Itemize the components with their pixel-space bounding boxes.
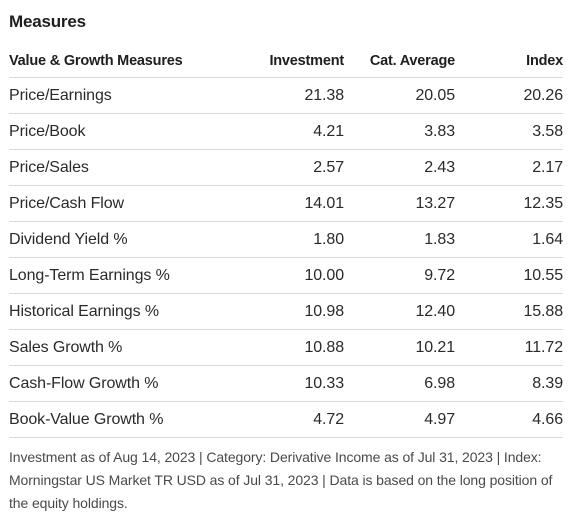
measures-table: Value & Growth Measures Investment Cat. … (9, 44, 563, 438)
table-row: Dividend Yield % 1.80 1.83 1.64 (9, 222, 563, 258)
investment-value: 1.80 (313, 230, 344, 248)
row-label: Sales Growth % (9, 338, 123, 356)
investment-value: 10.00 (304, 266, 344, 284)
table-row: Long-Term Earnings % 10.00 9.72 10.55 (9, 258, 563, 294)
investment-value: 14.01 (304, 194, 344, 212)
row-label: Historical Earnings % (9, 302, 159, 320)
investment-value: 21.38 (304, 86, 344, 104)
table-row: Price/Earnings 21.38 20.05 20.26 (9, 78, 563, 114)
cat-average-value: 6.98 (424, 374, 455, 392)
header-cat-average: Cat. Average (369, 52, 455, 69)
investment-value: 10.33 (304, 374, 344, 392)
cat-average-value: 10.21 (415, 338, 455, 356)
cat-average-value: 13.27 (415, 194, 455, 212)
table-row: Cash-Flow Growth % 10.33 6.98 8.39 (9, 366, 563, 402)
cat-average-value: 4.97 (424, 410, 455, 428)
cat-average-value: 3.83 (424, 122, 455, 140)
row-label: Long-Term Earnings % (9, 266, 170, 284)
index-value: 2.17 (532, 158, 563, 176)
table-row: Book-Value Growth % 4.72 4.97 4.66 (9, 402, 563, 438)
header-investment: Investment (269, 52, 344, 69)
index-value: 12.35 (523, 194, 563, 212)
investment-value: 10.88 (304, 338, 344, 356)
cat-average-value: 20.05 (415, 86, 455, 104)
investment-value: 4.21 (313, 122, 344, 140)
table-row: Price/Sales 2.57 2.43 2.17 (9, 150, 563, 186)
table-row: Historical Earnings % 10.98 12.40 15.88 (9, 294, 563, 330)
row-label: Dividend Yield % (9, 230, 128, 248)
table-row: Sales Growth % 10.88 10.21 11.72 (9, 330, 563, 366)
row-label: Cash-Flow Growth % (9, 374, 159, 392)
header-index: Index (526, 52, 563, 69)
index-value: 3.58 (532, 122, 563, 140)
cat-average-value: 9.72 (424, 266, 455, 284)
index-value: 10.55 (523, 266, 563, 284)
investment-value: 4.72 (313, 410, 344, 428)
index-value: 20.26 (523, 86, 563, 104)
index-value: 8.39 (532, 374, 563, 392)
section-title: Measures (9, 12, 86, 31)
index-value: 11.72 (524, 338, 563, 356)
table-header: Value & Growth Measures Investment Cat. … (9, 44, 563, 78)
row-label: Book-Value Growth % (9, 410, 164, 428)
header-label: Value & Growth Measures (9, 52, 183, 69)
row-label: Price/Earnings (9, 86, 112, 104)
cat-average-value: 1.83 (424, 230, 455, 248)
cat-average-value: 2.43 (424, 158, 455, 176)
row-label: Price/Book (9, 122, 86, 140)
row-label: Price/Sales (9, 158, 89, 176)
investment-value: 10.98 (304, 302, 344, 320)
index-value: 1.64 (532, 230, 563, 248)
row-label: Price/Cash Flow (9, 194, 124, 212)
index-value: 4.66 (532, 410, 563, 428)
table-row: Price/Book 4.21 3.83 3.58 (9, 114, 563, 150)
table-row: Price/Cash Flow 14.01 13.27 12.35 (9, 186, 563, 222)
investment-value: 2.57 (313, 158, 344, 176)
footnote: Investment as of Aug 14, 2023 | Category… (9, 449, 553, 511)
index-value: 15.88 (523, 302, 563, 320)
cat-average-value: 12.40 (415, 302, 455, 320)
